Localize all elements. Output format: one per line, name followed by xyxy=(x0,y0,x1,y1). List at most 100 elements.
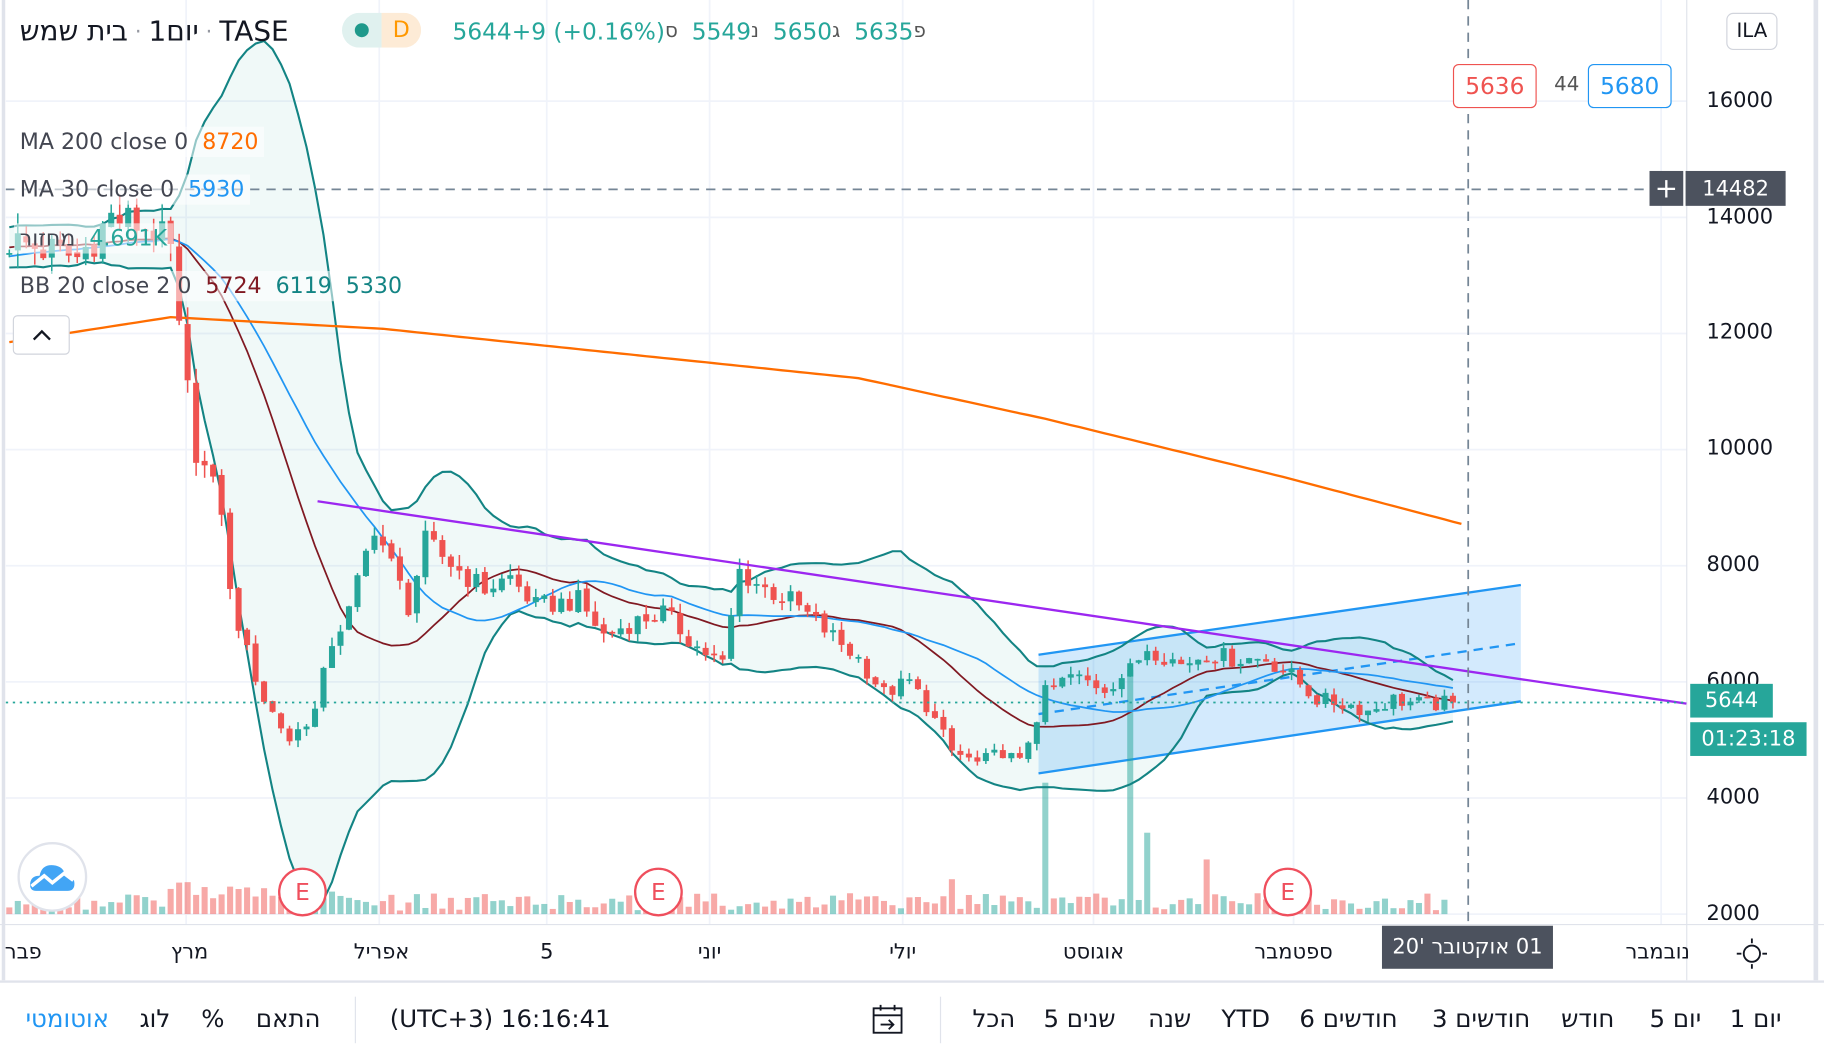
range-1m[interactable]: חודש xyxy=(1561,1004,1615,1033)
volume-bar xyxy=(1441,899,1448,915)
add-alert-plus-icon[interactable]: + xyxy=(1649,170,1684,206)
volume-bar xyxy=(1101,897,1108,915)
time-tick: 5 xyxy=(540,939,554,965)
volume-bar xyxy=(218,894,225,915)
timezone-clock[interactable]: (UTC+3) 16:16:41 xyxy=(389,1004,611,1033)
volume-bar xyxy=(583,907,590,915)
legend-ma30[interactable]: MA 30 close 0 5930 xyxy=(13,174,251,205)
earnings-marker[interactable]: E xyxy=(278,867,327,917)
volume-bar xyxy=(804,896,811,915)
candle-body xyxy=(456,566,463,571)
chevron-up-icon xyxy=(32,329,51,341)
time-tick: אוגוסט xyxy=(1062,939,1125,965)
currency-badge[interactable]: ILA xyxy=(1726,12,1778,51)
candle-body xyxy=(507,575,514,579)
channel-upper-line xyxy=(1038,583,1522,656)
buy-button[interactable]: 5680 xyxy=(1587,63,1672,109)
legend-ma200[interactable]: MA 200 close 0 8720 xyxy=(13,126,265,158)
volume-bar xyxy=(1305,897,1312,915)
percent-scale-button[interactable]: % xyxy=(201,1004,225,1033)
interval-label[interactable]: יום1 xyxy=(148,15,199,48)
candle-body xyxy=(1118,678,1125,690)
volume-bar xyxy=(1135,899,1142,915)
volume-bar xyxy=(575,899,582,915)
range-ytd[interactable]: YTD xyxy=(1221,1004,1271,1033)
candle-body xyxy=(1347,704,1355,708)
candle-body xyxy=(108,212,115,228)
candle-body xyxy=(210,464,217,477)
price-chart[interactable] xyxy=(0,0,1824,981)
settings-sun-icon[interactable] xyxy=(1736,937,1769,974)
volume-bar xyxy=(184,882,191,915)
range-3m[interactable]: 3 חודשים xyxy=(1431,1004,1531,1033)
volume-bar xyxy=(1161,909,1168,915)
ohlc-values: 5644 +9 (+0.16%) ס 5549 נ 5650 ג 5635 פ xyxy=(453,9,940,53)
candle-body xyxy=(388,543,395,559)
candle-body xyxy=(133,207,140,231)
range-all[interactable]: הכל xyxy=(972,1004,1016,1033)
last-price-label: 5644 xyxy=(1690,683,1773,718)
earnings-marker[interactable]: E xyxy=(1263,867,1313,917)
time-tick: מרץ xyxy=(170,939,209,965)
volume-bar xyxy=(422,907,429,915)
volume-bar xyxy=(617,901,624,915)
volume-bar xyxy=(14,900,21,915)
range-1d[interactable]: 1 יום xyxy=(1729,1004,1782,1033)
volume-bar xyxy=(974,904,981,915)
symbol-title[interactable]: בית שמש · יום1 · TASE xyxy=(20,9,289,53)
price-tick: 4000 xyxy=(1706,785,1760,810)
candle-body xyxy=(1042,685,1049,723)
candle-body xyxy=(1322,692,1329,705)
candle-body xyxy=(1263,659,1270,662)
candle-body xyxy=(354,575,361,608)
legend-bb[interactable]: BB 20 close 2 0 5724 6119 5330 xyxy=(13,270,408,302)
candle-body xyxy=(295,729,302,741)
volume-bar xyxy=(711,893,718,915)
symbol-name: בית שמש xyxy=(19,15,128,48)
volume-bar xyxy=(965,894,972,915)
volume-bar xyxy=(1237,903,1244,915)
separator-dot: · xyxy=(205,19,213,44)
volume-bar xyxy=(244,887,251,915)
volume-bar xyxy=(1356,908,1363,915)
earnings-marker[interactable]: E xyxy=(633,867,683,917)
candle-body xyxy=(422,530,429,578)
range-6m[interactable]: 6 חודשים xyxy=(1299,1004,1398,1033)
logo-button[interactable] xyxy=(17,842,88,912)
volume-bar xyxy=(142,897,149,915)
candle-body xyxy=(252,643,259,682)
candle-body xyxy=(1067,674,1074,678)
candle-body xyxy=(651,619,658,622)
candle-body xyxy=(838,629,845,645)
volume-bar xyxy=(193,894,200,915)
candle-body xyxy=(1084,675,1091,681)
collapse-legend-button[interactable] xyxy=(12,315,70,355)
volume-bar xyxy=(1025,901,1032,915)
fit-button[interactable]: התאם xyxy=(255,1004,321,1033)
volume-bar xyxy=(532,904,539,915)
volume-bar xyxy=(1314,904,1321,915)
auto-scale-button[interactable]: אוטומטי xyxy=(25,1004,109,1033)
volume-bar xyxy=(1398,908,1405,915)
candle-body xyxy=(762,584,769,588)
volume-bar xyxy=(626,895,633,915)
sell-button[interactable]: 5636 xyxy=(1452,63,1537,109)
volume-bar xyxy=(515,896,522,915)
candle-body xyxy=(965,753,972,758)
range-5y[interactable]: 5 שנים xyxy=(1043,1004,1116,1033)
market-status[interactable]: D xyxy=(342,12,422,48)
candle-body xyxy=(473,573,480,588)
legend-label: MA 200 close 0 xyxy=(19,129,189,155)
log-scale-button[interactable]: לוג xyxy=(139,1004,171,1033)
go-to-date-icon[interactable] xyxy=(870,1001,905,1041)
legend-value: 5930 xyxy=(188,176,245,203)
candle-body xyxy=(430,531,437,540)
candle-body xyxy=(1161,661,1168,665)
volume-bar xyxy=(1067,903,1074,915)
range-1y[interactable]: שנה xyxy=(1148,1004,1192,1033)
range-5d[interactable]: 5 יום xyxy=(1649,1004,1702,1033)
candle-body xyxy=(481,571,488,594)
legend-volume[interactable]: מחזור 4.691K xyxy=(13,223,173,254)
volume-bar xyxy=(846,893,854,915)
